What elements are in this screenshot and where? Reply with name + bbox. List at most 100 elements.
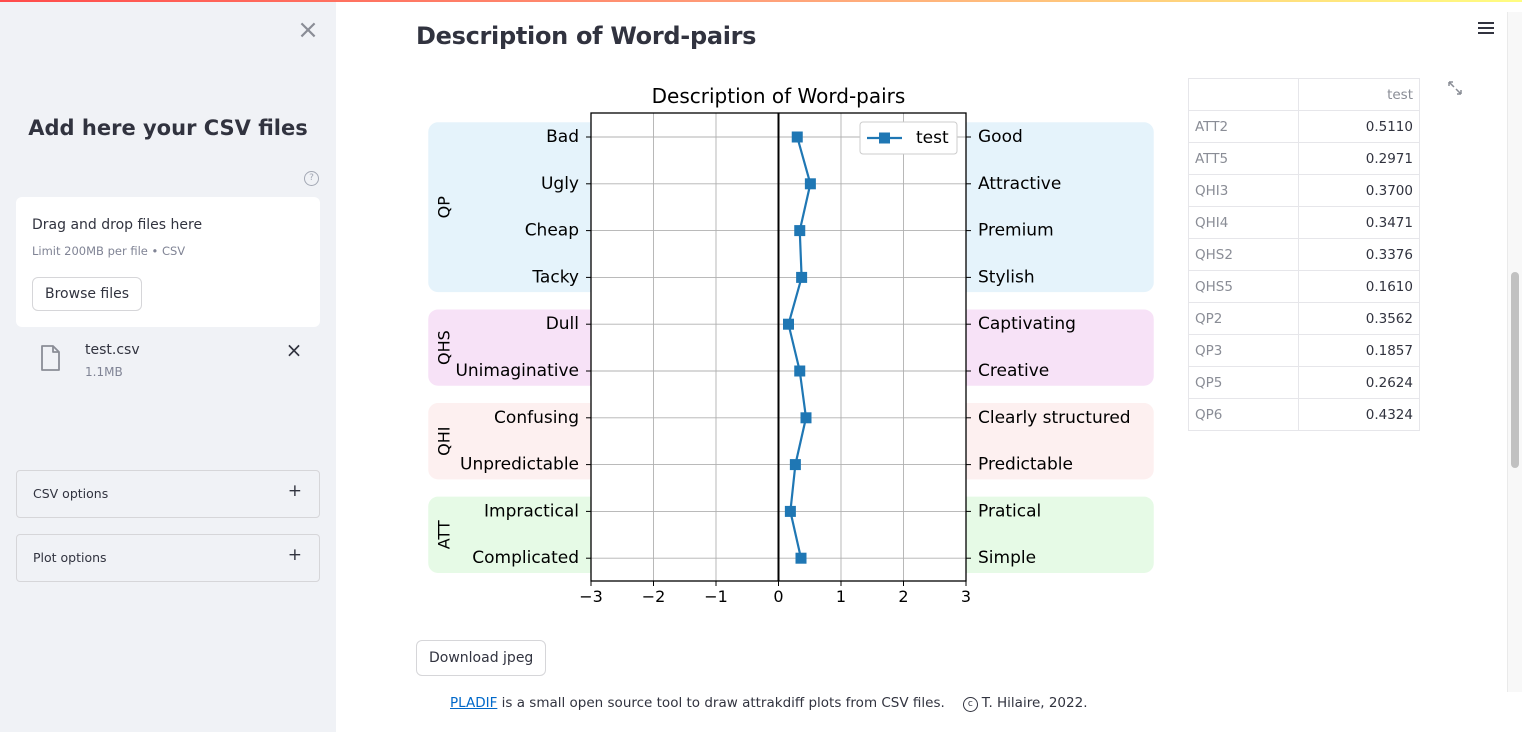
right-word-label: Attractive (978, 174, 1061, 194)
table-cell-value: 0.1857 (1298, 334, 1420, 367)
table-row: QP6 0.4324 (1188, 398, 1420, 431)
x-tick-label: 1 (836, 587, 846, 606)
table-cell-value: 0.1610 (1298, 270, 1420, 303)
left-word-label: Unpredictable (460, 455, 579, 475)
table-cell-value: 0.2624 (1298, 366, 1420, 399)
browse-files-button[interactable]: Browse files (32, 277, 143, 311)
pladif-link[interactable]: PLADIF (450, 695, 498, 711)
table-header-row: test (1188, 78, 1420, 111)
data-point (794, 225, 806, 237)
hamburger-menu-icon[interactable] (1478, 22, 1494, 36)
dropzone-limit: Limit 200MB per file • CSV (32, 244, 186, 258)
x-tick-label: 3 (961, 587, 971, 606)
left-word-label: Unimaginative (455, 361, 579, 381)
table-row-label: ATT2 (1188, 110, 1299, 143)
right-word-label: Predictable (978, 455, 1073, 475)
footer: PLADIF is a small open source tool to dr… (450, 695, 1088, 712)
data-point (791, 131, 803, 143)
footer-text: is a small open source tool to draw attr… (497, 695, 945, 711)
x-tick-label: −2 (642, 587, 666, 606)
left-word-label: Impractical (484, 501, 579, 521)
right-word-label: Premium (978, 221, 1054, 241)
table-row-label: QHI3 (1188, 174, 1299, 207)
table-row-label: QP3 (1188, 334, 1299, 367)
left-word-label: Dull (546, 314, 579, 334)
data-table: test ATT2 0.5110 ATT5 0.2971 QHI3 0.3700 QHI4 0… (1188, 78, 1420, 431)
left-word-label: Cheap (525, 221, 579, 241)
right-word-label: Clearly structured (978, 408, 1131, 428)
left-word-label: Complicated (472, 548, 579, 568)
right-word-label: Good (978, 127, 1023, 147)
right-word-label: Captivating (978, 314, 1076, 334)
sidebar-title: Add here your CSV files (28, 116, 308, 140)
sidebar: × Add here your CSV files ? Drag and dro… (0, 2, 336, 732)
table-row: QP5 0.2624 (1188, 366, 1420, 399)
uploaded-file-size: 1.1MB (85, 365, 123, 379)
table-row: QHS2 0.3376 (1188, 238, 1420, 271)
table-row: QP2 0.3562 (1188, 302, 1420, 335)
table-row-label: ATT5 (1188, 142, 1299, 175)
plus-icon: + (287, 545, 302, 565)
right-word-label: Simple (978, 548, 1036, 568)
left-word-label: Bad (546, 127, 579, 147)
table-corner-cell (1188, 78, 1299, 111)
legend-box (859, 121, 958, 155)
table-cell-value: 0.4324 (1298, 398, 1420, 431)
data-point (784, 505, 796, 517)
table-cell-value: 0.3471 (1298, 206, 1420, 239)
legend-label: test (916, 128, 949, 148)
table-cell-value: 0.2971 (1298, 142, 1420, 175)
left-word-label: Confusing (494, 408, 579, 428)
table-row: QHS5 0.1610 (1188, 270, 1420, 303)
left-word-label: Ugly (541, 174, 579, 194)
table-row-label: QP6 (1188, 398, 1299, 431)
group-label: QHS (435, 330, 454, 365)
help-icon[interactable]: ? (304, 171, 319, 186)
table-row: QP3 0.1857 (1188, 334, 1420, 367)
left-word-label: Tacky (531, 267, 579, 287)
data-point (795, 552, 807, 564)
table-row-label: QP2 (1188, 302, 1299, 335)
right-word-label: Stylish (978, 267, 1035, 287)
legend-marker (879, 132, 890, 144)
top-accent-bar (0, 0, 1522, 2)
series-line (787, 136, 812, 559)
table-row: ATT2 0.5110 (1188, 110, 1420, 143)
footer-copyright: T. Hilaire, 2022. (981, 695, 1088, 711)
plot-options-label: Plot options (33, 550, 107, 565)
table-cell-value: 0.3376 (1298, 238, 1420, 271)
data-point (783, 318, 794, 330)
fullscreen-expand-icon[interactable] (1447, 80, 1463, 96)
table-cell-value: 0.3700 (1298, 174, 1420, 207)
page-title: Description of Word-pairs (416, 22, 757, 50)
download-jpeg-button[interactable]: Download jpeg (416, 640, 547, 676)
remove-file-button[interactable]: × (285, 338, 303, 362)
file-dropzone[interactable]: Drag and drop files here Limit 200MB per… (16, 197, 320, 327)
word-pairs-chart: QP QHS QHI ATT −3 −2 −1 0 1 2 3 Bad Good Ugly Attracti… (428, 84, 1154, 606)
table-row: ATT5 0.2971 (1188, 142, 1420, 175)
group-label: ATT (435, 520, 454, 549)
chart-title: Description of Word-pairs (652, 84, 906, 108)
csv-options-expander[interactable]: CSV options + (16, 470, 320, 518)
table-cell-value: 0.5110 (1298, 110, 1420, 143)
group-label: QHI (435, 427, 454, 456)
table-row-label: QHS5 (1188, 270, 1299, 303)
table-column-header: test (1298, 78, 1420, 111)
close-sidebar-button[interactable]: × (297, 15, 319, 45)
scrollbar-thumb[interactable] (1511, 272, 1519, 468)
plot-options-expander[interactable]: Plot options + (16, 534, 320, 582)
right-word-label: Pratical (978, 501, 1041, 521)
data-point (804, 178, 816, 190)
copyright-icon: c (962, 697, 978, 712)
group-label: QP (435, 196, 454, 219)
data-point (796, 271, 808, 283)
data-point (800, 412, 812, 424)
x-tick-label: 2 (898, 587, 908, 606)
table-row-label: QHI4 (1188, 206, 1299, 239)
x-tick-label: −1 (704, 587, 728, 606)
data-point (789, 459, 801, 471)
x-tick-label: −3 (579, 587, 603, 606)
dropzone-title: Drag and drop files here (32, 217, 203, 233)
data-point (794, 365, 806, 377)
plot-frame (590, 112, 967, 582)
